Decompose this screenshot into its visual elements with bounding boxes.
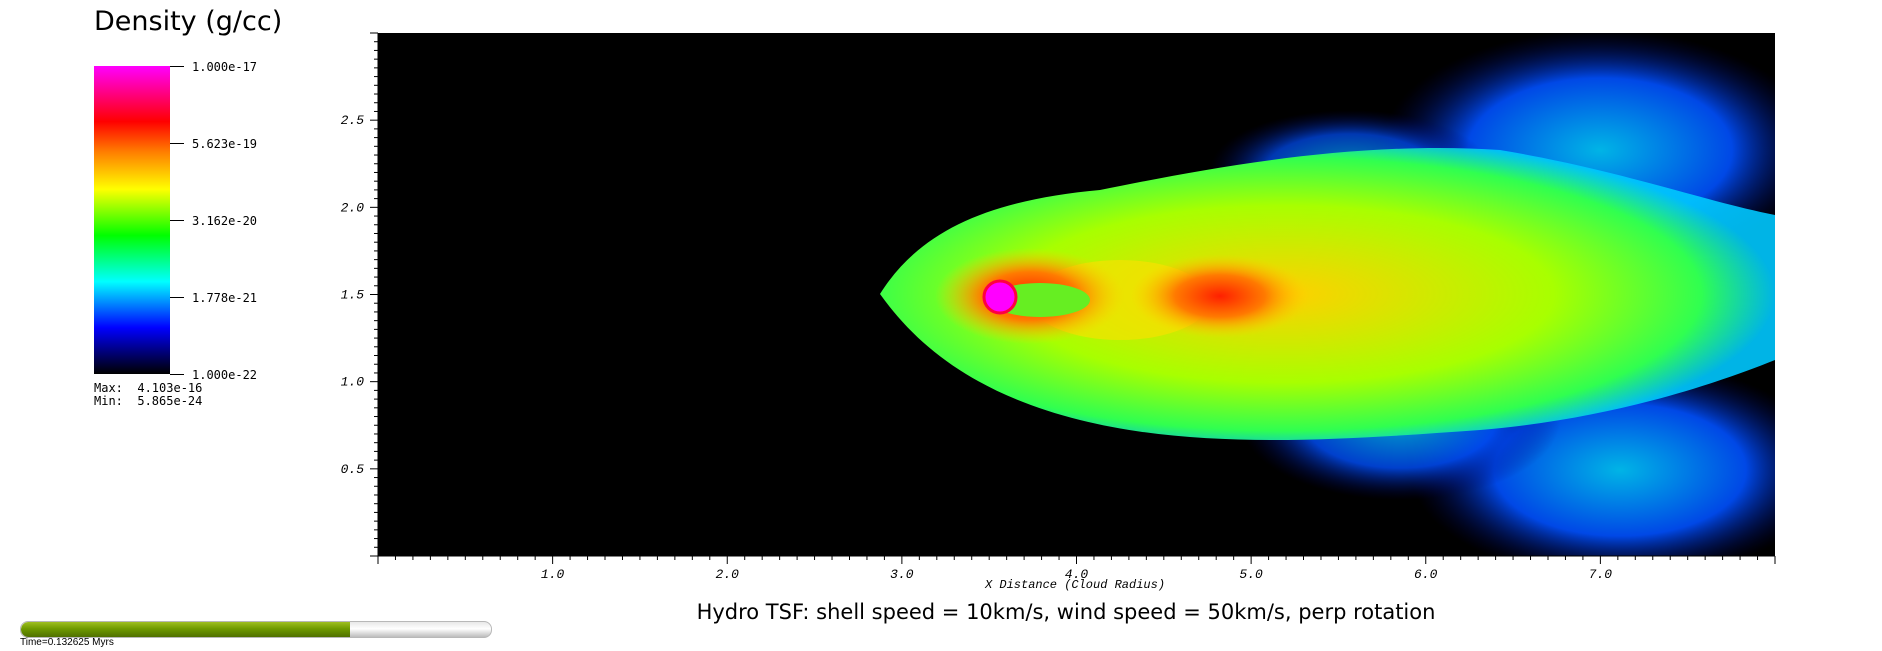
cloud-core — [982, 279, 1018, 315]
density-field — [880, 33, 1775, 556]
colorbar-tick-label: 5.623e-19 — [192, 137, 258, 151]
time-progress-fill — [21, 622, 350, 637]
colorbar-tick-mark — [170, 374, 184, 375]
y-tick-label: 2.0 — [341, 200, 365, 215]
x-tick-label: 2.0 — [716, 567, 740, 582]
colorbar-tick-mark — [170, 143, 184, 144]
x-tick-label: 7.0 — [1589, 567, 1613, 582]
colorbar-tick-label: 3.162e-20 — [192, 214, 258, 228]
max-label: Max: 4.103e-16 — [94, 381, 203, 395]
chart-title: Hydro TSF: shell speed = 10km/s, wind sp… — [0, 600, 1882, 624]
x-tick-label: 6.0 — [1414, 567, 1438, 582]
x-tick-label: 4.0 — [1065, 567, 1089, 582]
colorbar-minmax: Max: 4.103e-16 Min: 5.865e-24 — [94, 382, 202, 408]
colorbar-tick-mark — [170, 297, 184, 298]
colorbar-tick-mark — [170, 66, 184, 67]
colorbar-tick-mark — [170, 220, 184, 221]
density-plot: 0.5 1.0 1.5 2.0 2.5 1.0 2.0 3.0 4.0 5.0 6.0 7.0 X … — [341, 32, 1776, 592]
x-axis: 1.0 2.0 3.0 4.0 5.0 6.0 7.0 — [377, 555, 1776, 582]
time-progress-bar — [20, 621, 492, 638]
min-label: Min: 5.865e-24 — [94, 394, 203, 408]
colorbar-tick-label: 1.000e-22 — [192, 368, 258, 382]
chart-title-text: Hydro TSF: shell speed = 10km/s, wind sp… — [696, 600, 1436, 624]
x-tick-label: 1.0 — [541, 567, 565, 582]
x-tick-label: 3.0 — [890, 567, 914, 582]
colorbar-tick-label: 1.000e-17 — [192, 60, 258, 74]
colorbar-tick-label: 1.778e-21 — [192, 291, 258, 305]
y-tick-label: 1.0 — [341, 375, 365, 390]
x-tick-label: 5.0 — [1239, 567, 1263, 582]
colorbar-title: Density (g/cc) — [94, 6, 283, 37]
y-tick-label: 2.5 — [341, 113, 365, 128]
y-axis: 0.5 1.0 1.5 2.0 2.5 — [341, 32, 379, 557]
y-tick-label: 0.5 — [341, 462, 365, 477]
colorbar — [94, 66, 170, 374]
x-axis-label: X Distance (Cloud Radius) — [984, 578, 1165, 592]
y-tick-label: 1.5 — [341, 288, 365, 303]
time-label: Time=0.132625 Myrs — [20, 637, 114, 648]
